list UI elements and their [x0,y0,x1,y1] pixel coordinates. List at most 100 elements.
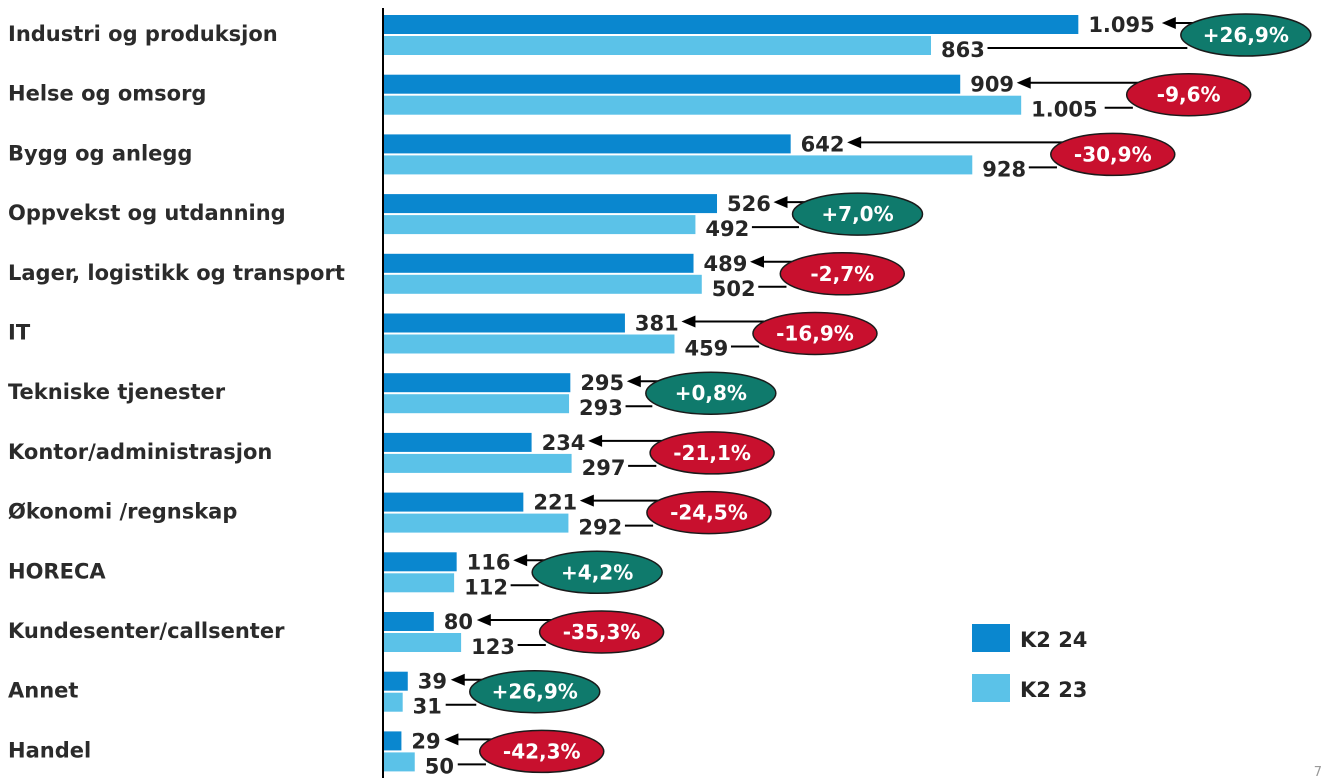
change-label: -24,5% [670,501,748,525]
arrow-head [450,673,465,686]
bar-k2-23 [383,633,462,652]
change-label: -35,3% [563,620,641,644]
value-label-k2-24: 526 [727,192,771,216]
category-label: Oppvekst og utdanning [8,201,286,225]
bar-k2-23 [383,692,403,712]
legend-label-k2-24: K2 24 [1020,628,1087,652]
value-label-k2-23: 112 [464,575,508,599]
change-label: -16,9% [776,322,854,346]
change-badge [649,431,775,475]
change-label: -42,3% [503,739,581,763]
bar-k2-24 [383,74,961,94]
value-label-k2-23: 863 [941,38,985,62]
bar-k2-23 [383,573,455,593]
arrow-head [444,733,459,746]
category-label: HORECA [8,559,106,583]
arrow-head [1161,17,1176,29]
arrow-head [750,255,765,268]
category-label: Industri og produksjon [8,22,278,46]
value-label-k2-24: 80 [444,610,473,634]
category-label: Annet [8,679,78,703]
change-badge [538,610,665,654]
value-label-k2-24: 295 [580,371,624,395]
value-label-k2-23: 502 [712,277,756,301]
category-label: IT [8,321,31,345]
change-badge [531,550,663,595]
bar-k2-24 [383,492,524,512]
change-label: +0,8% [675,381,747,405]
category-label: Kundesenter/callsenter [8,619,285,643]
value-label-k2-23: 292 [578,516,622,540]
page-number: 7 [1314,765,1322,778]
change-label: +7,0% [821,202,893,226]
value-label-k2-23: 50 [425,754,454,778]
value-label-k2-24: 29 [411,729,440,753]
change-badge [779,252,906,296]
value-label-k2-23: 1.005 [1031,98,1097,122]
bar-k2-23 [383,215,696,235]
bar-k2-24 [383,612,434,631]
change-badge [1180,13,1312,57]
value-label-k2-24: 39 [418,670,447,694]
bar-k2-24 [383,15,1079,34]
change-badge [1125,72,1252,117]
value-label-k2-23: 297 [582,456,626,480]
arrow-head [513,554,528,567]
arrow-head [626,375,641,388]
value-label-k2-24: 381 [635,312,679,336]
category-label: Helse og omsorg [8,82,206,106]
bar-k2-24 [383,253,694,273]
change-badge [645,371,777,415]
change-badges: +26,9% -9,6% -30,9% +7,0% -2,7% -16,9% +0,8% -2… [469,13,1312,774]
change-badge [479,729,605,774]
category-label: Økonomi /regnskap [8,500,237,524]
value-label-k2-24: 909 [970,73,1014,97]
change-badge [1050,132,1176,177]
arrow-head [681,315,696,328]
change-label: -30,9% [1074,142,1152,166]
value-label-k2-24: 489 [704,252,748,276]
bar-k2-24 [383,134,791,154]
category-labels: Industri og produksjon Helse og omsorg Byg… [8,22,345,762]
value-label-k2-24: 116 [467,550,511,574]
change-badge [469,669,601,714]
value-label-k2-24: 1.095 [1088,13,1154,37]
legend-swatch-k2-24 [972,624,1010,652]
bar-k2-23 [383,513,569,533]
value-label-k2-24: 221 [533,491,577,515]
arrow-head [773,196,788,209]
change-label: -21,1% [673,441,751,465]
value-label-k2-23: 928 [982,157,1026,181]
legend-swatch-k2-23 [972,674,1010,702]
value-label-k2-23: 31 [413,695,442,719]
bars [383,15,1079,772]
arrow-head [476,614,491,626]
bar-k2-24 [383,671,408,691]
change-label: +26,9% [1203,23,1289,47]
value-label-k2-23: 459 [684,337,728,361]
value-label-k2-23: 492 [705,217,749,241]
change-badge [791,192,924,236]
bar-k2-23 [383,155,973,175]
category-label: Tekniske tjenester [8,380,226,404]
change-label: +4,2% [561,560,633,584]
bar-k2-23 [383,453,572,473]
bar-k2-23 [383,752,415,772]
arrow-head [579,494,594,507]
value-label-k2-23: 293 [579,396,623,420]
change-label: -2,7% [810,262,874,286]
arrow-head [847,136,862,149]
bar-k2-23 [383,95,1022,115]
value-label-k2-23: 123 [471,635,515,659]
bar-k2-23 [383,334,675,354]
legend: K2 24 K2 23 [972,624,1087,702]
change-badge [646,490,772,535]
arrow-head [588,434,603,447]
category-label: Kontor/administrasjon [8,440,272,464]
bar-k2-24 [383,194,718,214]
change-label: -9,6% [1157,83,1221,107]
bar-k2-24 [383,313,625,333]
bar-k2-24 [383,731,402,751]
